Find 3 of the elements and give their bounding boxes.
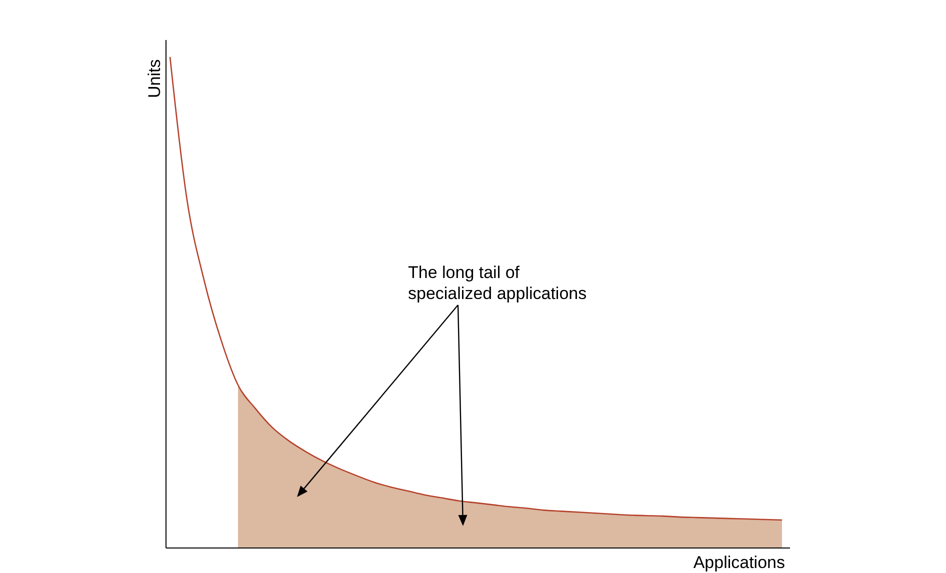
annotation: The long tail of specialized applications: [408, 263, 587, 303]
y-axis-title: Units: [145, 59, 164, 98]
x-axis-title: Applications: [693, 553, 785, 572]
